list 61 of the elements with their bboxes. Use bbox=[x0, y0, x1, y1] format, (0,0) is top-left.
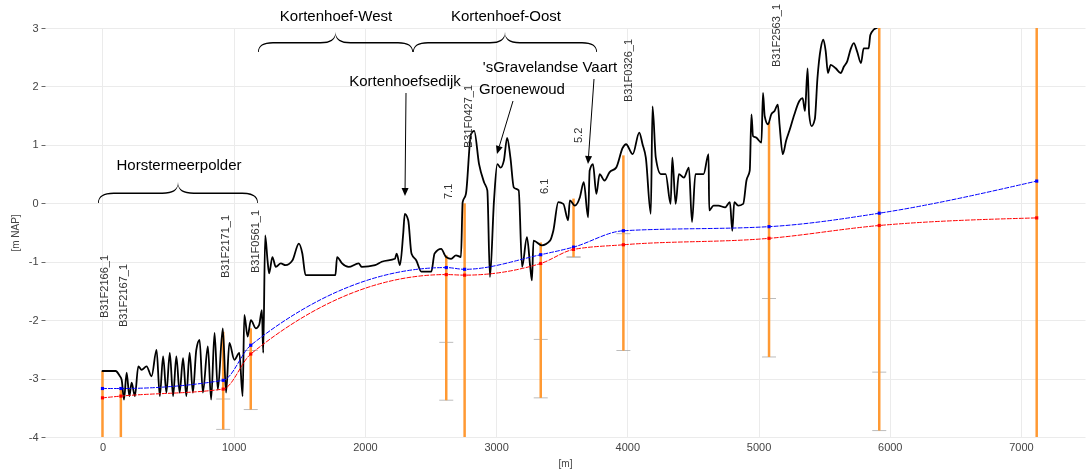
y-tick-label: -3 bbox=[28, 372, 39, 385]
point bbox=[119, 394, 123, 398]
text: Kortenhoef-West bbox=[279, 7, 393, 24]
point bbox=[877, 223, 881, 228]
annotation: 6.1 bbox=[538, 178, 550, 194]
annotation: B31F2171_1 bbox=[219, 215, 231, 278]
bar bbox=[445, 255, 448, 401]
point bbox=[119, 386, 123, 391]
x-tick-label: 3000 bbox=[484, 440, 509, 453]
y-tick-label: 0 bbox=[32, 196, 39, 209]
point bbox=[249, 343, 253, 347]
x-tick-label: 0 bbox=[99, 440, 107, 453]
point bbox=[221, 378, 225, 382]
x-tick-label: 1000 bbox=[221, 440, 247, 453]
annotation: B31F0561_1 bbox=[249, 210, 261, 273]
annotation: 'sGravelandse Vaart bbox=[482, 58, 618, 75]
annotation: 5.2 bbox=[572, 127, 584, 143]
y-tick-label: -2 bbox=[28, 313, 39, 326]
point bbox=[463, 273, 467, 277]
point bbox=[444, 265, 448, 270]
y-axis-title: [m NAP] bbox=[9, 214, 21, 252]
point bbox=[249, 352, 253, 356]
point bbox=[621, 243, 625, 247]
point bbox=[221, 387, 225, 391]
point bbox=[621, 229, 625, 233]
y-tick-label: 2 bbox=[32, 79, 39, 92]
x-tick-label: 5000 bbox=[746, 440, 772, 453]
y-tick-label: 1 bbox=[32, 138, 39, 151]
y-tick-label: -4 bbox=[28, 430, 39, 443]
text: Kortenhoef-Oost bbox=[450, 7, 562, 24]
x-tick-label: 4000 bbox=[615, 440, 641, 453]
bar bbox=[1035, 28, 1038, 437]
annotation: 7.1 bbox=[442, 183, 454, 199]
x-tick-label: 7000 bbox=[1009, 440, 1034, 453]
point bbox=[1035, 179, 1039, 183]
annotation: B31F0427_1 bbox=[462, 85, 474, 148]
annotation: B31F2563_1 bbox=[770, 4, 782, 67]
x-tick-label: 2000 bbox=[353, 440, 378, 453]
annotation: Horstermeerpolder bbox=[116, 156, 242, 173]
y-tick-label: -1 bbox=[28, 255, 39, 268]
x-tick-label: 6000 bbox=[878, 440, 903, 453]
annotation: B31F2167_1 bbox=[117, 264, 129, 327]
annotation: Groenewoud bbox=[479, 80, 565, 97]
y-tick-label: 3 bbox=[32, 21, 39, 34]
bar bbox=[539, 242, 542, 398]
point bbox=[100, 386, 105, 391]
point bbox=[767, 225, 771, 229]
annotation: B31F2166_1 bbox=[98, 255, 110, 318]
point bbox=[1035, 216, 1039, 220]
point bbox=[100, 396, 105, 400]
point bbox=[767, 236, 771, 240]
point bbox=[444, 272, 448, 277]
bar bbox=[463, 203, 466, 437]
point bbox=[877, 211, 881, 215]
bar bbox=[622, 155, 625, 351]
annotation: B31F0326_1 bbox=[622, 39, 634, 102]
point bbox=[539, 253, 543, 257]
annotation: Kortenhoefsedijk bbox=[349, 72, 462, 89]
x-axis-title: [m] bbox=[558, 457, 573, 469]
point bbox=[463, 267, 467, 271]
point bbox=[539, 261, 543, 266]
